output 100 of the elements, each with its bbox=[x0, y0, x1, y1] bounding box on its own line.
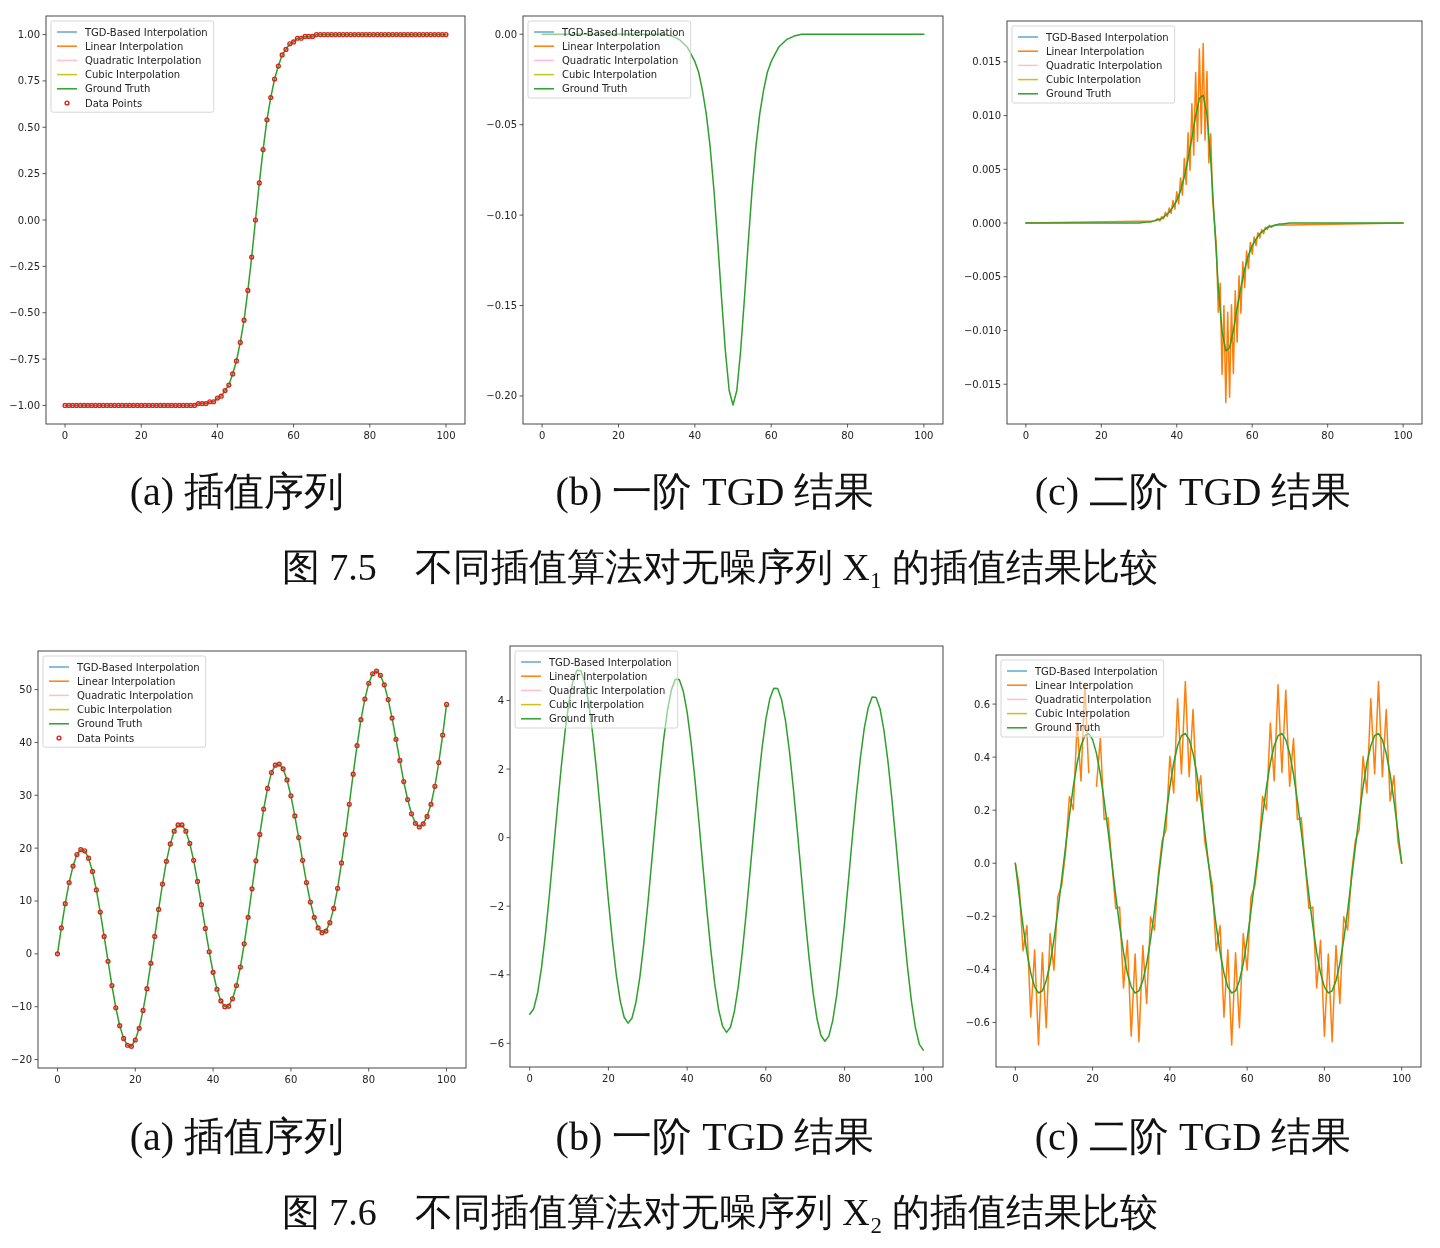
y-tick-label: 0.4 bbox=[974, 751, 990, 763]
caption: 图 7.6 不同插值算法对无噪序列 X₂ 的插值结果比较 bbox=[281, 1191, 1159, 1233]
y-tick-label: −4 bbox=[489, 969, 504, 981]
y-tick-label: 0.00 bbox=[494, 28, 517, 40]
x-tick-label: 0 bbox=[54, 1074, 61, 1085]
legend-label: Quadratic Interpolation bbox=[85, 54, 202, 66]
legend-label: Linear Interpolation bbox=[77, 675, 176, 687]
x-tick-label: 60 bbox=[1240, 1073, 1254, 1084]
y-tick-label: 0.25 bbox=[17, 168, 40, 180]
legend-label: TGD-Based Interpolation bbox=[76, 661, 200, 673]
legend-label: Ground Truth bbox=[1035, 722, 1101, 734]
x-tick-label: 40 bbox=[211, 430, 224, 441]
x-tick-label: 60 bbox=[1245, 430, 1259, 441]
text: (c) 二阶 TGD 结果 bbox=[1034, 469, 1352, 514]
legend-label: Cubic Interpolation bbox=[77, 704, 173, 716]
legend-label: Linear Interpolation bbox=[1035, 679, 1134, 691]
y-tick-label: −10 bbox=[10, 1001, 32, 1013]
legend-label: Cubic Interpolation bbox=[1035, 708, 1131, 720]
y-tick-label: −0.50 bbox=[9, 307, 40, 319]
y-tick-label: 0.000 bbox=[972, 217, 1001, 229]
x-tick-label: 80 bbox=[838, 1073, 851, 1084]
legend-label: Linear Interpolation bbox=[85, 40, 184, 52]
y-tick-label: 10 bbox=[19, 895, 32, 907]
y-tick-label: −0.15 bbox=[486, 300, 517, 312]
y-tick-label: −6 bbox=[489, 1037, 504, 1049]
y-tick-label: 0.6 bbox=[974, 698, 990, 710]
y-tick-label: −0.10 bbox=[486, 209, 517, 221]
x-tick-label: 20 bbox=[1086, 1073, 1099, 1084]
y-tick-label: −0.75 bbox=[9, 353, 40, 365]
x-tick-label: 100 bbox=[1393, 430, 1413, 441]
legend-label: TGD-Based Interpolation bbox=[84, 26, 208, 38]
y-tick-label: −0.015 bbox=[963, 378, 1001, 390]
x-tick-label: 100 bbox=[914, 430, 934, 441]
legend-label: Quadratic Interpolation bbox=[562, 54, 679, 66]
legend-label: Linear Interpolation bbox=[562, 40, 661, 52]
y-tick-label: −20 bbox=[10, 1054, 32, 1066]
caption: 图 7.5 不同插值算法对无噪序列 X₁ 的插值结果比较 bbox=[281, 546, 1159, 588]
x-tick-label: 80 bbox=[362, 1074, 376, 1085]
x-tick-label: 60 bbox=[759, 1073, 773, 1084]
x-tick-label: 40 bbox=[1170, 430, 1184, 441]
legend-label: Ground Truth bbox=[1046, 88, 1112, 100]
x-tick-label: 80 bbox=[1321, 430, 1335, 441]
legend-label: Cubic Interpolation bbox=[549, 699, 645, 711]
x-tick-label: 60 bbox=[764, 430, 778, 441]
legend-label: Quadratic Interpolation bbox=[549, 684, 666, 696]
y-tick-label: 2 bbox=[497, 763, 504, 775]
y-tick-label: 0.00 bbox=[17, 214, 40, 226]
x-tick-label: 20 bbox=[602, 1073, 615, 1084]
y-tick-label: −0.25 bbox=[9, 260, 40, 272]
x-tick-label: 0 bbox=[538, 430, 546, 441]
legend-label: Cubic Interpolation bbox=[1046, 74, 1142, 86]
y-tick-label: 4 bbox=[497, 695, 504, 707]
y-tick-label: −2 bbox=[489, 900, 504, 912]
y-tick-label: 1.00 bbox=[17, 29, 40, 41]
text: (a) 插值序列 bbox=[129, 469, 345, 514]
y-tick-label: 0 bbox=[25, 948, 32, 960]
x-tick-label: 0 bbox=[61, 430, 69, 441]
x-tick-label: 20 bbox=[134, 430, 148, 441]
x-tick-label: 60 bbox=[284, 1074, 298, 1085]
legend-label: TGD-Based Interpolation bbox=[561, 26, 685, 38]
x-tick-label: 100 bbox=[1392, 1073, 1412, 1084]
text: (c) 二阶 TGD 结果 bbox=[1034, 1114, 1352, 1159]
text: (b) 一阶 TGD 结果 bbox=[555, 1114, 875, 1159]
legend-label: Ground Truth bbox=[562, 83, 628, 95]
y-tick-label: −0.4 bbox=[965, 963, 990, 975]
y-tick-label: −0.6 bbox=[965, 1016, 990, 1028]
x-tick-label: 100 bbox=[913, 1073, 933, 1084]
x-tick-label: 0 bbox=[526, 1073, 533, 1084]
legend-label: Ground Truth bbox=[77, 718, 143, 730]
y-tick-label: 0.005 bbox=[972, 163, 1001, 175]
legend-label: Cubic Interpolation bbox=[562, 69, 658, 81]
x-tick-label: 40 bbox=[1163, 1073, 1177, 1084]
y-tick-label: 0.0 bbox=[974, 857, 990, 869]
y-tick-label: −0.05 bbox=[486, 119, 517, 131]
x-tick-label: 80 bbox=[363, 430, 377, 441]
y-tick-label: −0.20 bbox=[486, 390, 517, 402]
y-tick-label: 0.75 bbox=[17, 75, 40, 87]
x-tick-label: 60 bbox=[287, 430, 300, 441]
y-tick-label: 0 bbox=[497, 832, 504, 844]
legend-label: TGD-Based Interpolation bbox=[1034, 665, 1158, 677]
legend-label: Quadratic Interpolation bbox=[77, 689, 194, 701]
text: (b) 一阶 TGD 结果 bbox=[555, 469, 875, 514]
x-tick-label: 0 bbox=[1022, 430, 1030, 441]
legend-label: TGD-Based Interpolation bbox=[548, 656, 672, 668]
y-tick-label: −0.005 bbox=[963, 271, 1001, 283]
x-tick-label: 80 bbox=[1318, 1073, 1331, 1084]
legend-label: Quadratic Interpolation bbox=[1046, 59, 1163, 71]
legend-label: Data Points bbox=[77, 732, 135, 744]
x-tick-label: 40 bbox=[688, 430, 702, 441]
y-tick-label: 0.010 bbox=[972, 110, 1001, 122]
legend-label: Ground Truth bbox=[549, 713, 615, 725]
y-tick-label: 0.015 bbox=[972, 56, 1001, 68]
legend-label: Cubic Interpolation bbox=[85, 69, 181, 81]
y-tick-label: 0.50 bbox=[17, 121, 40, 133]
legend-label: Ground Truth bbox=[85, 83, 151, 95]
x-tick-label: 80 bbox=[841, 430, 854, 441]
legend-label: Data Points bbox=[85, 97, 143, 109]
x-tick-label: 100 bbox=[437, 1074, 457, 1085]
y-tick-label: 20 bbox=[19, 842, 32, 854]
y-tick-label: 50 bbox=[19, 684, 32, 696]
